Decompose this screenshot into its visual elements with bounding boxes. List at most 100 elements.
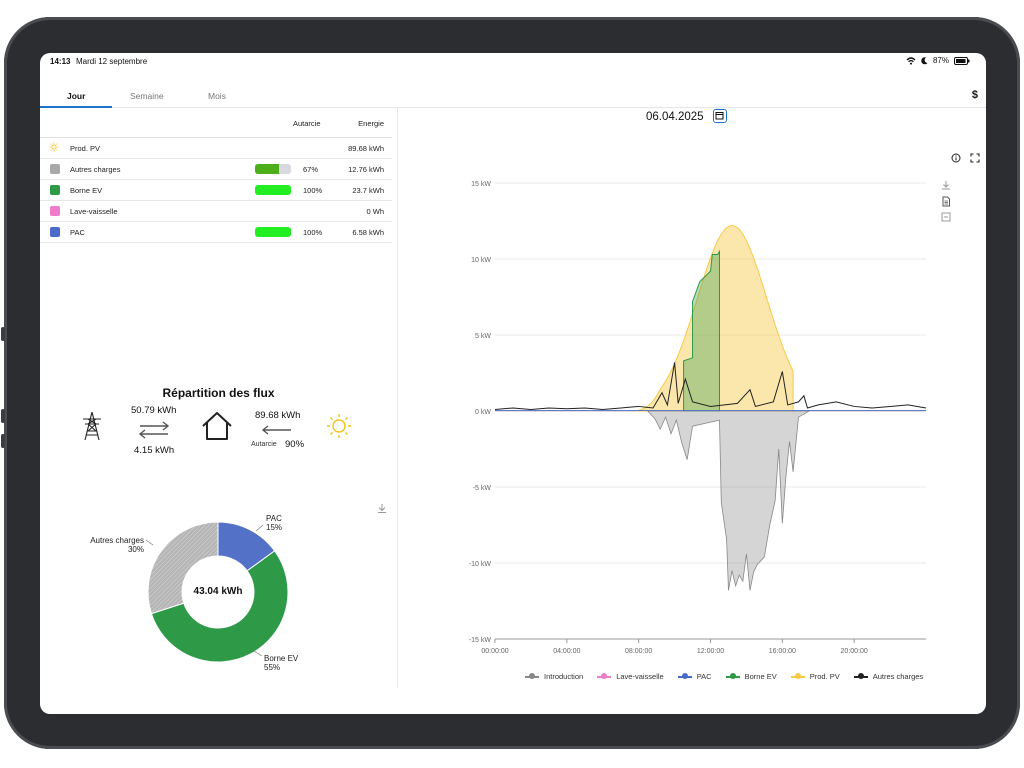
autarcie-bar — [255, 185, 291, 195]
currency-icon[interactable]: $ — [971, 89, 978, 101]
row-energy: 23.7 kWh — [352, 186, 384, 195]
series-autres-charges — [494, 362, 927, 410]
donut-label-borne-ev: Borne EV — [264, 654, 299, 663]
flux-title: Répartition des flux — [162, 386, 275, 400]
legend-marker-icon — [790, 673, 805, 679]
y-tick-label: 15 kW — [471, 181, 491, 188]
donut-slice-borne-ev[interactable] — [150, 550, 289, 663]
energy-donut-chart: 43.04 kWh PAC 15% Borne EV 55% Autres ch… — [90, 514, 299, 672]
grid-export-value: 4.15 kWh — [134, 445, 175, 456]
arrow-left-icon — [261, 425, 291, 435]
y-tick-label: 10 kW — [471, 257, 491, 264]
y-tick-label: 5 kW — [475, 333, 491, 340]
row-label: Prod. PV — [70, 144, 101, 153]
row-autarcie: 100% — [303, 186, 323, 195]
x-tick-label: 08:00:00 — [625, 648, 652, 655]
row-label: Borne EV — [70, 186, 103, 195]
legend-label: PAC — [696, 672, 712, 681]
legend-marker-icon — [525, 673, 539, 679]
x-tick-label: 04:00:00 — [553, 648, 580, 655]
table-header: Autarcie Energie — [40, 113, 392, 138]
donut-pct-pac: 15% — [266, 523, 282, 532]
table-row[interactable]: Lave-vaisselle 0 Wh — [40, 201, 392, 222]
x-tick-label: 12:00:00 — [697, 648, 724, 655]
sun-icon — [49, 142, 59, 152]
series-introduction — [646, 410, 811, 591]
grid-pylon-icon — [83, 411, 101, 441]
table-row[interactable]: PAC 100% 6.58 kWh — [40, 222, 392, 243]
y-tick-label: -15 kW — [469, 637, 492, 644]
table-row[interactable]: Borne EV 100% 23.7 kWh — [40, 180, 392, 201]
legend-label: Lave-vaisselle — [616, 672, 664, 681]
period-tabs: Jour Semaine Mois $ — [40, 81, 986, 108]
tab-jour[interactable]: Jour — [67, 91, 86, 101]
calendar-icon[interactable] — [713, 109, 727, 123]
leader-line-borne-ev — [253, 650, 263, 657]
col-energie: Energie — [358, 119, 384, 128]
legend-swatch-icon — [50, 227, 60, 237]
tab-mois[interactable]: Mois — [208, 91, 226, 101]
panel-divider — [397, 108, 398, 688]
legend-swatch-icon — [50, 206, 60, 216]
download-icon[interactable] — [377, 503, 387, 514]
donut-center-label: 43.04 kWh — [194, 586, 243, 597]
row-energy: 89.68 kWh — [348, 144, 384, 153]
row-label: PAC — [70, 228, 85, 237]
table-row[interactable]: Autres charges 67% 12.76 kWh — [40, 159, 392, 180]
tab-semaine[interactable]: Semaine — [130, 91, 164, 101]
table-row[interactable]: Prod. PV 89.68 kWh — [40, 138, 392, 159]
legend-item[interactable]: Prod. PV — [790, 672, 840, 681]
autarcie-bar — [255, 227, 291, 237]
chart-download-icon[interactable] — [941, 180, 951, 190]
legend-item[interactable]: Autres charges — [853, 672, 923, 681]
y-tick-label: -5 kW — [473, 485, 492, 492]
collapse-icon[interactable] — [941, 212, 951, 222]
autarcie-label: Autarcie — [251, 441, 277, 448]
x-tick-label: 16:00:00 — [769, 648, 796, 655]
row-label: Lave-vaisselle — [70, 207, 118, 216]
x-tick-label: 00:00:00 — [481, 648, 508, 655]
legend-marker-icon — [677, 673, 692, 679]
legend-label: Introduction — [544, 672, 584, 681]
app-screen: 14:13 Mardi 12 septembre 87% Jour Semain… — [40, 53, 986, 714]
y-tick-label: 0 kW — [475, 409, 491, 416]
status-bar: 14:13 Mardi 12 septembre 87% — [40, 53, 986, 71]
chart-legend: Introduction Lave-vaisselle PAC Borne EV Pro… — [525, 672, 923, 681]
col-autarcie: Autarcie — [293, 119, 321, 128]
row-label: Autres charges — [70, 165, 121, 174]
bidirectional-arrows-icon — [138, 421, 170, 439]
pv-production-value: 89.68 kWh — [255, 410, 301, 421]
moon-icon — [921, 56, 928, 64]
row-energy: 6.58 kWh — [352, 228, 384, 237]
leader-line-pac — [255, 524, 264, 532]
donut-label-pac: PAC — [266, 514, 282, 523]
csv-export-icon[interactable] — [941, 196, 951, 207]
legend-item[interactable]: Lave-vaisselle — [597, 672, 664, 681]
fullscreen-icon[interactable] — [970, 153, 980, 163]
donut-pct-borne-ev: 55% — [264, 663, 280, 672]
battery-icon — [954, 56, 970, 65]
status-date: Mardi 12 septembre — [76, 57, 148, 66]
legend-item[interactable]: Introduction — [525, 672, 583, 681]
legend-item[interactable]: Borne EV — [725, 672, 777, 681]
info-icon[interactable] — [951, 153, 961, 163]
donut-slice-autres-charges[interactable] — [147, 521, 219, 615]
row-energy: 0 Wh — [366, 207, 384, 216]
legend-label: Borne EV — [744, 672, 777, 681]
active-tab-indicator — [40, 106, 112, 108]
donut-pct-autres: 30% — [128, 545, 144, 554]
leader-line-autres — [145, 539, 154, 546]
legend-item[interactable]: PAC — [677, 672, 712, 681]
x-tick-label: 20:00:00 — [841, 648, 868, 655]
legend-marker-icon — [597, 673, 612, 679]
autarcie-value: 90% — [285, 439, 305, 450]
y-tick-label: -10 kW — [469, 561, 492, 568]
row-autarcie: 67% — [303, 165, 319, 174]
autarcie-bar — [255, 164, 291, 174]
selected-date[interactable]: 06.04.2025 — [646, 111, 704, 123]
series-borne-ev — [683, 249, 720, 412]
row-energy: 12.76 kWh — [348, 165, 384, 174]
power-timeseries-chart: 15 kW 10 kW 5 kW 0 kW -5 kW -10 kW -15 kW 00:00… — [469, 181, 927, 655]
battery-percent: 87% — [932, 56, 949, 65]
legend-swatch-icon — [50, 164, 60, 174]
